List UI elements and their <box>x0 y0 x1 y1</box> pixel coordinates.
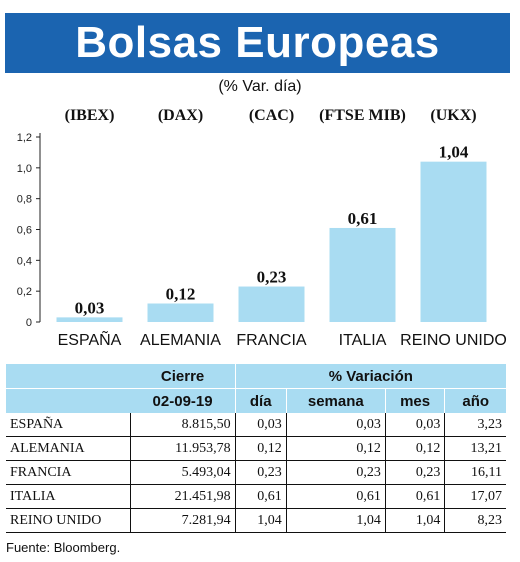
ano-cell: 16,11 <box>444 460 506 485</box>
header-mes: mes <box>385 388 446 413</box>
semana-cell: 0,61 <box>285 484 386 509</box>
dia-cell: 0,61 <box>234 484 287 509</box>
category-label: FRANCIA <box>236 332 307 349</box>
table-row: ITALIA 21.451,98 0,61 0,61 0,61 17,07 <box>6 484 506 509</box>
mes-cell: 0,12 <box>384 436 445 461</box>
page-title: Bolsas Europeas <box>75 18 440 67</box>
mes-cell: 1,04 <box>384 508 445 533</box>
y-tick-label: 0,6 <box>17 225 32 237</box>
y-tick-label: 1,0 <box>17 163 32 175</box>
index-code-label: (DAX) <box>158 107 203 124</box>
y-tick-label: 0,2 <box>17 286 32 298</box>
country-cell: ALEMANIA <box>6 436 131 461</box>
country-cell: REINO UNIDO <box>6 508 131 533</box>
category-label: ALEMANIA <box>140 332 221 349</box>
table-row: REINO UNIDO 7.281,94 1,04 1,04 1,04 8,23 <box>6 508 506 533</box>
country-cell: ITALIA <box>6 484 131 509</box>
header-date: 02-09-19 <box>130 388 236 413</box>
bar <box>329 227 396 322</box>
bar-chart: (IBEX) (DAX) (CAC) (FTSE MIB) (UKX) 00,20,40… <box>17 107 507 349</box>
header-blank-1 <box>6 364 131 389</box>
table-row: FRANCIA 5.493,04 0,23 0,23 0,23 16,11 <box>6 460 506 485</box>
mes-cell: 0,61 <box>384 484 445 509</box>
table-row: ALEMANIA 11.953,78 0,12 0,12 0,12 13,21 <box>6 436 506 461</box>
data-label: 0,12 <box>166 285 196 304</box>
category-labels: ESPAÑA ALEMANIA FRANCIA ITALIA REINO UNIDO <box>58 329 507 349</box>
y-tick-label: 1,2 <box>17 132 32 144</box>
category-label: ITALIA <box>339 332 387 349</box>
dia-cell: 1,04 <box>234 508 287 533</box>
header-blank-2 <box>6 388 131 413</box>
country-cell: FRANCIA <box>6 460 131 485</box>
table-row: ESPAÑA 8.815,50 0,03 0,03 0,03 3,23 <box>6 413 506 437</box>
header-cierre: Cierre <box>130 364 236 389</box>
ano-cell: 17,07 <box>444 484 506 509</box>
source-note: Fuente: Bloomberg. <box>6 540 121 555</box>
semana-cell: 0,12 <box>285 436 386 461</box>
cierre-cell: 7.281,94 <box>130 508 236 533</box>
dia-cell: 0,23 <box>234 460 287 485</box>
semana-cell: 0,03 <box>285 413 386 437</box>
index-code-labels: (IBEX) (DAX) (CAC) (FTSE MIB) (UKX) <box>65 107 477 124</box>
title-banner: Bolsas Europeas <box>5 13 510 73</box>
mes-cell: 0,23 <box>384 460 445 485</box>
index-code-label: (IBEX) <box>65 107 115 124</box>
mes-cell: 0,03 <box>384 413 445 437</box>
header-variacion: % Variación <box>235 364 506 389</box>
bar <box>420 161 487 322</box>
dia-cell: 0,03 <box>234 413 287 437</box>
category-label: REINO UNIDO <box>400 332 507 349</box>
ano-cell: 8,23 <box>444 508 506 533</box>
cierre-cell: 8.815,50 <box>130 413 236 437</box>
dia-cell: 0,12 <box>234 436 287 461</box>
chart-subtitle: (% Var. día) <box>218 78 302 95</box>
header-semana: semana <box>286 388 386 413</box>
country-cell: ESPAÑA <box>6 413 131 437</box>
index-code-label: (FTSE MIB) <box>319 107 406 124</box>
data-label: 0,61 <box>348 209 378 228</box>
closing-table: Cierre % Variación 02-09-19 día semana m… <box>6 364 506 533</box>
y-tick-label: 0 <box>26 317 32 329</box>
ano-cell: 13,21 <box>444 436 506 461</box>
index-code-label: (UKX) <box>430 107 476 124</box>
bar <box>238 286 305 322</box>
value-labels: 0,03 0,12 0,23 0,61 1,04 <box>75 143 469 318</box>
cierre-cell: 21.451,98 <box>130 484 236 509</box>
header-ano: año <box>444 388 506 413</box>
data-label: 0,03 <box>75 298 105 317</box>
category-label: ESPAÑA <box>58 329 122 349</box>
cierre-cell: 11.953,78 <box>130 436 236 461</box>
data-label: 1,04 <box>439 143 469 162</box>
data-label: 0,23 <box>257 268 287 287</box>
header-dia: día <box>235 388 287 413</box>
bar <box>56 317 123 322</box>
semana-cell: 1,04 <box>285 508 386 533</box>
y-axis: 0 0,2 0,4 0,6 0,8 1,0 1,2 <box>17 132 41 329</box>
semana-cell: 0,23 <box>285 460 386 485</box>
cierre-cell: 5.493,04 <box>130 460 236 485</box>
y-tick-label: 0,8 <box>17 194 32 206</box>
ano-cell: 3,23 <box>444 413 506 437</box>
y-tick-label: 0,4 <box>17 255 32 267</box>
index-code-label: (CAC) <box>249 107 294 124</box>
bars <box>56 161 487 322</box>
bar <box>147 303 214 322</box>
